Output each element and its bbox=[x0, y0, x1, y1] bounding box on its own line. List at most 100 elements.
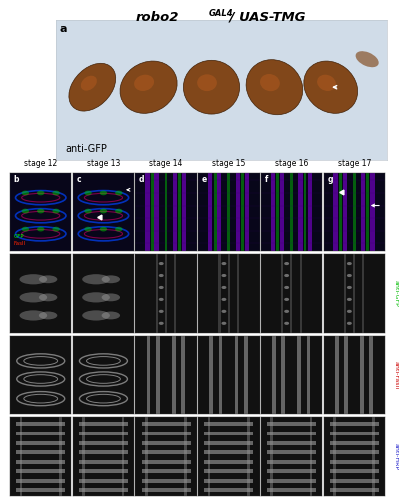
Text: f: f bbox=[265, 175, 268, 184]
Bar bbox=[330, 441, 379, 445]
Bar bbox=[267, 478, 316, 482]
Bar bbox=[79, 478, 128, 482]
Bar bbox=[16, 478, 65, 482]
Bar bbox=[277, 172, 279, 251]
Ellipse shape bbox=[221, 298, 226, 301]
Bar bbox=[209, 336, 213, 414]
Bar bbox=[147, 336, 150, 414]
Ellipse shape bbox=[84, 190, 92, 196]
Bar bbox=[267, 432, 316, 436]
Bar bbox=[333, 418, 336, 496]
Ellipse shape bbox=[284, 262, 289, 265]
Bar bbox=[297, 336, 301, 414]
Bar bbox=[219, 336, 222, 414]
Bar bbox=[307, 336, 310, 414]
Ellipse shape bbox=[184, 60, 240, 114]
Text: GAL4: GAL4 bbox=[209, 8, 233, 18]
Bar bbox=[142, 470, 191, 473]
Bar bbox=[339, 172, 342, 251]
Text: robo2: robo2 bbox=[136, 11, 179, 24]
Bar bbox=[330, 470, 379, 473]
Text: stage 12: stage 12 bbox=[24, 158, 57, 168]
Bar bbox=[298, 172, 302, 251]
Bar bbox=[204, 450, 253, 454]
Bar bbox=[182, 172, 186, 251]
Bar bbox=[178, 172, 181, 251]
Ellipse shape bbox=[39, 312, 57, 320]
Bar bbox=[142, 450, 191, 454]
Ellipse shape bbox=[39, 294, 57, 302]
Bar bbox=[172, 336, 176, 414]
Bar bbox=[79, 432, 128, 436]
Ellipse shape bbox=[115, 227, 122, 232]
Text: stage 17: stage 17 bbox=[338, 158, 371, 168]
Ellipse shape bbox=[159, 274, 164, 277]
Bar bbox=[16, 460, 65, 464]
Bar bbox=[245, 172, 249, 251]
Bar bbox=[174, 254, 176, 333]
Ellipse shape bbox=[159, 286, 164, 289]
Ellipse shape bbox=[317, 74, 336, 91]
Ellipse shape bbox=[20, 292, 47, 302]
Text: stage 16: stage 16 bbox=[275, 158, 308, 168]
Bar bbox=[361, 172, 365, 251]
Bar bbox=[204, 488, 253, 492]
Bar bbox=[241, 172, 244, 251]
Bar bbox=[333, 172, 338, 251]
Ellipse shape bbox=[347, 274, 352, 277]
Ellipse shape bbox=[284, 286, 289, 289]
Bar bbox=[145, 172, 150, 251]
Bar bbox=[79, 488, 128, 492]
Ellipse shape bbox=[221, 274, 226, 277]
Ellipse shape bbox=[159, 310, 164, 313]
Bar bbox=[207, 418, 210, 496]
Ellipse shape bbox=[120, 61, 177, 114]
Ellipse shape bbox=[37, 227, 44, 232]
Bar bbox=[344, 254, 346, 333]
Bar bbox=[247, 418, 250, 496]
Ellipse shape bbox=[69, 64, 116, 111]
Bar bbox=[330, 432, 379, 436]
Ellipse shape bbox=[159, 322, 164, 325]
Ellipse shape bbox=[347, 298, 352, 301]
Text: / UAS-TMG: / UAS-TMG bbox=[225, 11, 306, 24]
Ellipse shape bbox=[22, 190, 29, 196]
Bar bbox=[304, 172, 306, 251]
Ellipse shape bbox=[115, 190, 122, 196]
Text: b: b bbox=[14, 175, 19, 184]
Ellipse shape bbox=[347, 286, 352, 289]
Bar bbox=[236, 172, 240, 251]
Bar bbox=[267, 441, 316, 445]
Ellipse shape bbox=[260, 74, 280, 91]
Text: FasII: FasII bbox=[14, 240, 26, 246]
Bar bbox=[142, 441, 191, 445]
Bar bbox=[280, 172, 284, 251]
Bar bbox=[267, 488, 316, 492]
Bar bbox=[235, 336, 238, 414]
Ellipse shape bbox=[159, 298, 164, 301]
Bar bbox=[82, 418, 85, 496]
Bar bbox=[290, 254, 292, 333]
Bar bbox=[79, 450, 128, 454]
Ellipse shape bbox=[100, 227, 107, 232]
Ellipse shape bbox=[82, 310, 110, 320]
Text: anti-GFP: anti-GFP bbox=[393, 280, 398, 307]
Bar bbox=[79, 470, 128, 473]
Bar bbox=[344, 336, 348, 414]
Bar bbox=[290, 172, 293, 251]
Bar bbox=[362, 254, 364, 333]
Ellipse shape bbox=[284, 310, 289, 313]
Bar bbox=[20, 418, 22, 496]
Text: d: d bbox=[139, 175, 144, 184]
Bar bbox=[227, 172, 230, 251]
Bar bbox=[79, 460, 128, 464]
Text: stage 15: stage 15 bbox=[212, 158, 245, 168]
Bar bbox=[281, 336, 285, 414]
Bar bbox=[308, 172, 312, 251]
Bar bbox=[16, 422, 65, 426]
Bar bbox=[142, 432, 191, 436]
Bar bbox=[267, 422, 316, 426]
Ellipse shape bbox=[82, 274, 110, 284]
Bar bbox=[16, 450, 65, 454]
Ellipse shape bbox=[52, 208, 60, 214]
